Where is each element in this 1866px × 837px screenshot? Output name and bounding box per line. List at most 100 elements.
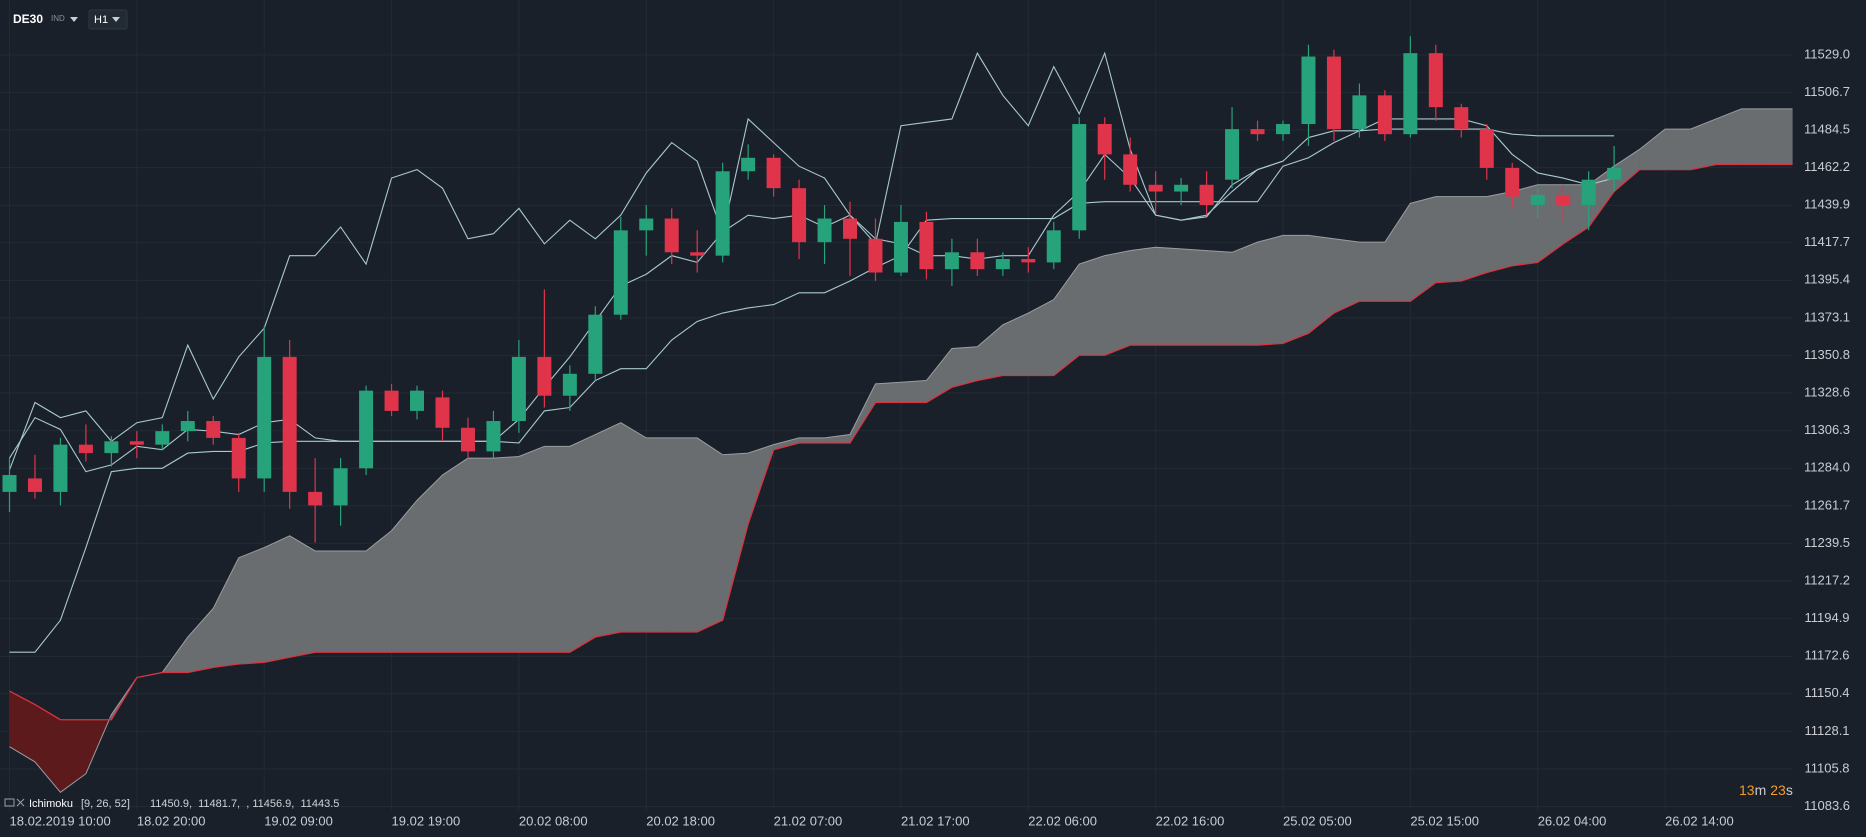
y-tick-label: 11306.3 — [1804, 422, 1850, 437]
candle-body — [1530, 194, 1545, 206]
x-tick-label: 19.02 09:00 — [264, 813, 333, 828]
candle-body — [1403, 53, 1418, 135]
cloud-segment — [1231, 241, 1258, 346]
cloud-segment — [1461, 196, 1488, 282]
y-tick-label: 11529.0 — [1804, 46, 1850, 61]
candle-body — [868, 238, 883, 273]
indicator-line — [8, 51, 1284, 471]
cloud-segment — [544, 446, 571, 653]
cloud-segment — [900, 380, 927, 403]
symbol[interactable]: DE30 — [13, 12, 43, 26]
header: DE30 IND H1 — [13, 9, 128, 30]
cloud-segment — [620, 422, 647, 633]
candle-body — [995, 259, 1010, 270]
cloud-segment — [1155, 246, 1182, 346]
cloud-segment — [1180, 248, 1207, 346]
x-tick-label: 20.02 18:00 — [646, 813, 715, 828]
span-b-line — [9, 163, 1793, 721]
candle-body — [333, 468, 348, 506]
candle-body — [1556, 194, 1571, 206]
candle-body — [308, 491, 323, 506]
candle-body — [1428, 53, 1443, 108]
dropdown-arrow[interactable] — [70, 17, 78, 22]
candle-body — [639, 218, 654, 231]
y-tick-label: 11284.0 — [1804, 460, 1850, 475]
candle-body — [206, 421, 221, 438]
cloud-segment — [1333, 238, 1360, 314]
candle-body — [1607, 167, 1622, 180]
cloud-segment — [1435, 196, 1462, 283]
y-tick-label: 11128.1 — [1804, 723, 1849, 738]
y-tick-label: 11417.7 — [1804, 234, 1850, 249]
cloud-segment — [1359, 241, 1386, 302]
market-badge: IND — [51, 14, 65, 23]
candle-body — [1174, 184, 1189, 192]
candle-body — [1021, 259, 1036, 263]
cloud-segment — [595, 422, 622, 638]
timeframe-box[interactable] — [88, 9, 128, 30]
plot-area — [2, 36, 1793, 793]
candle-body — [970, 252, 985, 270]
y-tick-label: 11484.5 — [1804, 121, 1850, 136]
countdown-minutes: 13 — [1739, 782, 1755, 798]
legend-close[interactable] — [16, 798, 25, 807]
candle-body — [1301, 56, 1316, 125]
x-tick-label: 22.02 06:00 — [1028, 813, 1097, 828]
y-tick-label: 11261.7 — [1804, 497, 1850, 512]
indicator-readout: 11450.9, 11481.7, , 11456.9, 11443.5 — [150, 798, 339, 810]
cloud-segment — [1766, 108, 1793, 165]
indicator-params: [9, 26, 52] — [81, 798, 130, 810]
dropdown-arrow[interactable] — [112, 17, 120, 22]
indicator-line — [9, 118, 1615, 473]
candle-body — [588, 314, 603, 374]
candle-body — [1505, 167, 1520, 197]
candle-body — [460, 427, 475, 452]
candle-body — [1148, 184, 1163, 192]
candle-body — [690, 252, 705, 256]
candle-body — [741, 157, 756, 172]
y-tick-label: 11150.4 — [1804, 685, 1849, 700]
candle-body — [410, 390, 425, 411]
cloud-segment — [671, 437, 698, 633]
candle-body — [486, 421, 501, 452]
indicator-name: Ichimoku — [29, 798, 73, 810]
cloud-segment — [875, 381, 902, 403]
countdown-seconds: 23 — [1770, 782, 1786, 798]
candle-body — [1377, 95, 1392, 135]
cloud-segment — [467, 457, 494, 653]
candle-body — [613, 230, 628, 315]
cloud-segment — [1257, 235, 1284, 346]
candle-body — [180, 421, 195, 432]
indicator-line — [9, 128, 1615, 653]
legend-icon[interactable] — [4, 798, 15, 807]
candle-body — [359, 390, 374, 469]
cloud-segment — [569, 434, 596, 653]
cloud-segment — [1104, 250, 1131, 356]
x-tick-label: 20.02 08:00 — [519, 813, 588, 828]
candle-body — [104, 441, 119, 454]
candle-body — [155, 431, 170, 445]
candle-body — [2, 475, 17, 492]
timeframe[interactable]: H1 — [94, 14, 108, 26]
y-tick-label: 11083.6 — [1804, 798, 1850, 813]
x-tick-label: 18.02 20:00 — [137, 813, 206, 828]
countdown-unit: m — [1755, 782, 1767, 798]
cloud-segment — [1078, 255, 1105, 356]
candle-body — [53, 444, 68, 492]
countdown: 13m 23s — [1739, 782, 1793, 798]
candle-body — [1046, 230, 1061, 263]
candle-body — [384, 390, 399, 411]
candle-body — [919, 221, 934, 270]
candle-body — [129, 441, 144, 445]
candle-body — [257, 356, 272, 479]
y-tick-label: 11217.2 — [1804, 572, 1850, 587]
y-tick-label: 11395.4 — [1804, 272, 1850, 287]
candle-body — [511, 356, 526, 422]
cloud-segment — [1664, 128, 1691, 170]
span-a-line — [9, 108, 1793, 793]
cloud-segment — [1206, 250, 1233, 346]
candle-body — [1225, 129, 1240, 180]
countdown-unit: s — [1786, 782, 1793, 798]
